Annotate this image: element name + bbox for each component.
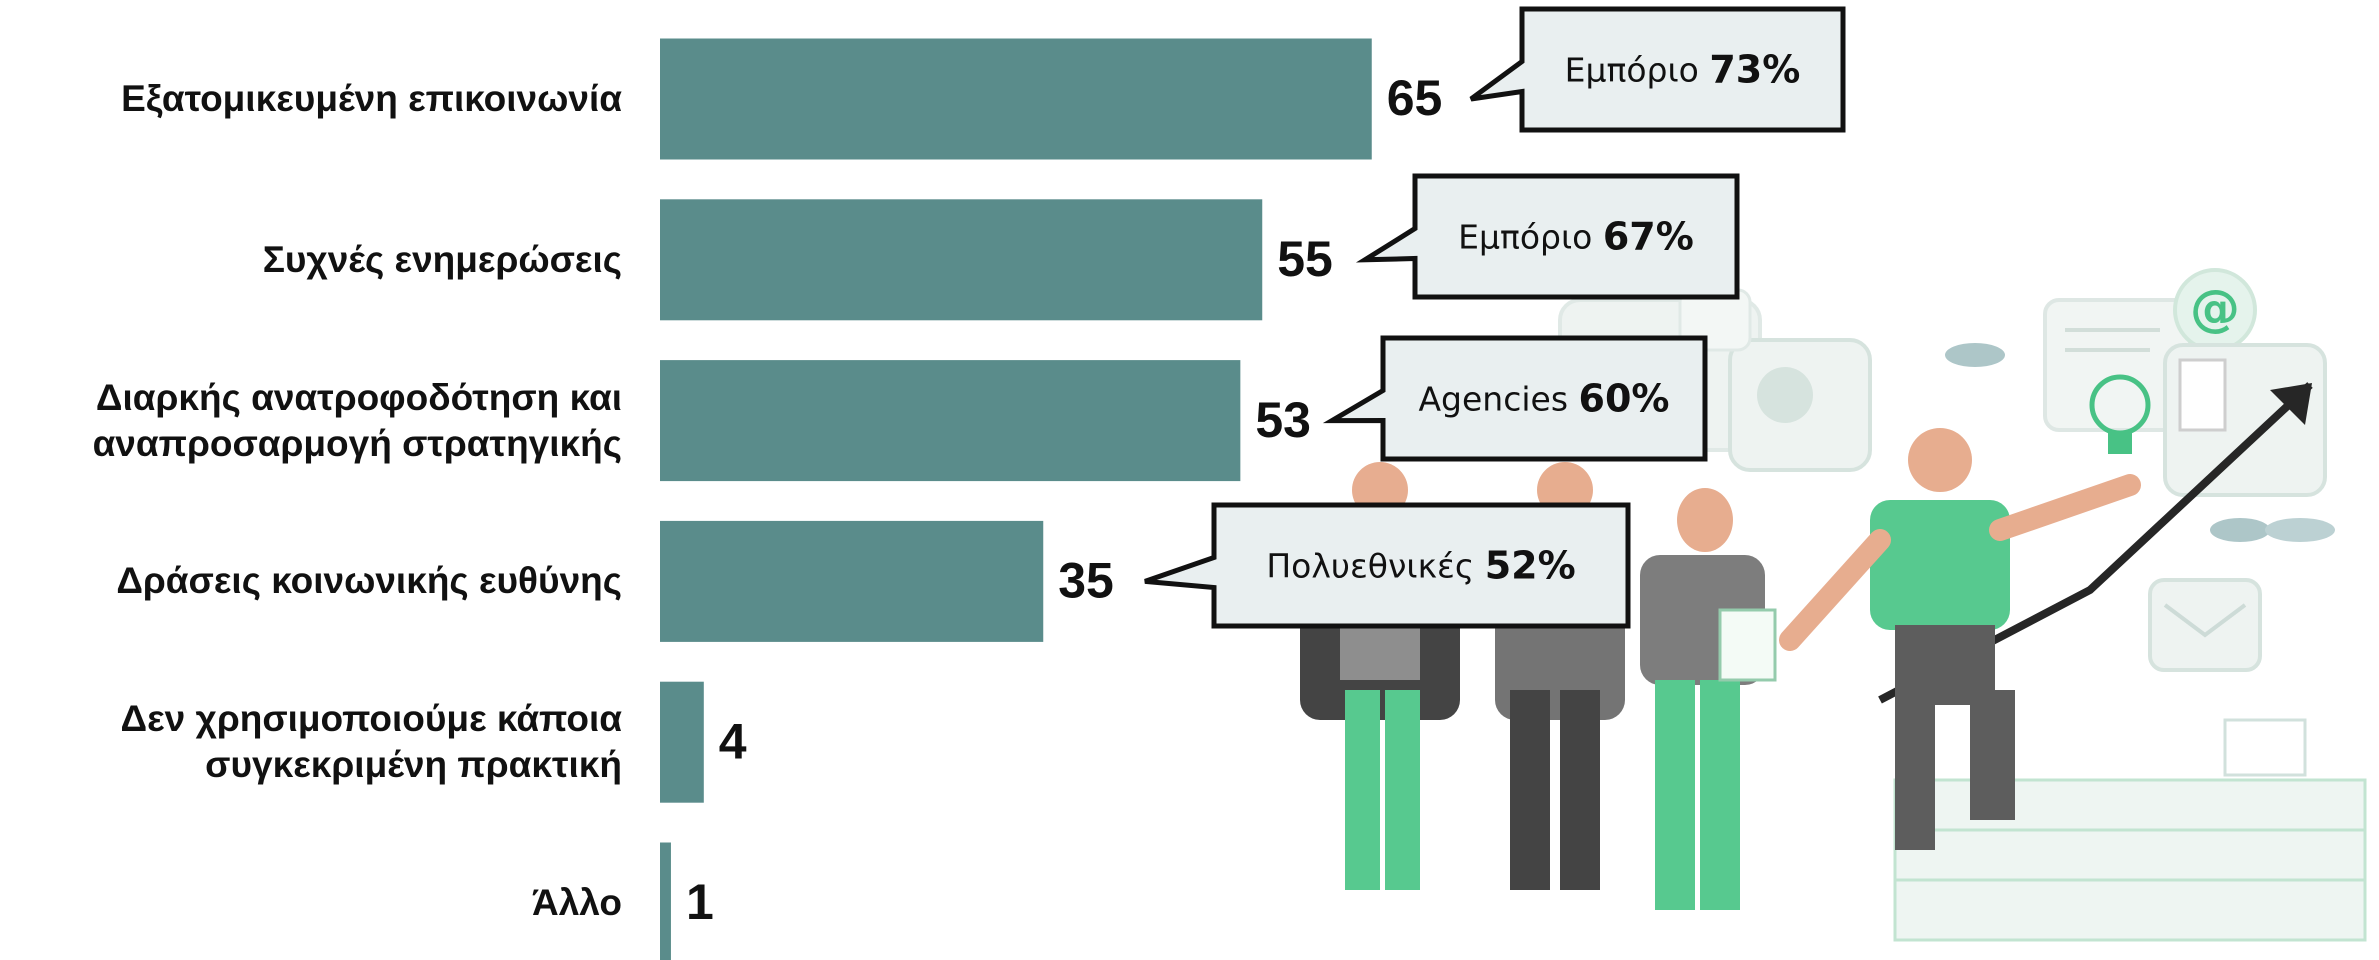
bar (660, 842, 671, 960)
value-label: 65 (1387, 70, 1443, 126)
person (1640, 488, 1777, 910)
callout-highlight: 52% (1485, 543, 1576, 587)
callout: Εμπόριο 67% (1355, 173, 1740, 300)
callout-highlight: 67% (1603, 214, 1694, 258)
callout: Εμπόριο 73% (1469, 6, 1846, 133)
bar (660, 38, 1372, 160)
callout-text: Εμπόριο 67% (1458, 214, 1694, 258)
callout-box (1355, 173, 1740, 300)
callout-label: Εμπόριο (1458, 217, 1603, 256)
callout-box (1469, 6, 1846, 133)
value-label: 35 (1058, 553, 1114, 609)
bar (660, 360, 1241, 482)
bar (660, 520, 1044, 642)
callout-highlight: 60% (1579, 376, 1670, 420)
bar (660, 199, 1263, 321)
category-label: Άλλο (531, 882, 622, 923)
callout-box (1322, 335, 1708, 462)
category-label: Συχνές ενημερώσεις (262, 238, 622, 280)
bar (660, 681, 704, 803)
callout-box (1144, 502, 1631, 629)
category-label: Διαρκής ανατροφοδότηση και αναπροσαρμογή… (92, 376, 622, 464)
person (1779, 428, 2141, 850)
callout-highlight: 73% (1709, 47, 1800, 91)
callout-label: Πολυεθνικές (1266, 546, 1484, 585)
callout-text: Agencies 60% (1418, 376, 1669, 420)
value-label: 1 (686, 874, 714, 930)
value-label: 53 (1255, 392, 1311, 448)
callout-text: Πολυεθνικές 52% (1266, 543, 1575, 587)
value-label: 4 (719, 713, 747, 769)
category-label: Δεν χρησιμοποιούμε κάποια συγκεκριμένη π… (120, 698, 622, 786)
callout-text: Εμπόριο 73% (1565, 47, 1801, 91)
callout-label: Εμπόριο (1565, 50, 1710, 89)
category-label: Δράσεις κοινωνικής ευθύνης (116, 560, 622, 602)
value-label: 55 (1277, 231, 1333, 287)
callout: Πολυεθνικές 52% (1144, 502, 1631, 629)
category-label: Εξατομικευμένη επικοινωνία (121, 78, 622, 119)
callout: Agencies 60% (1322, 335, 1708, 462)
svg-text:@: @ (2190, 280, 2240, 338)
callout-label: Agencies (1418, 379, 1578, 418)
